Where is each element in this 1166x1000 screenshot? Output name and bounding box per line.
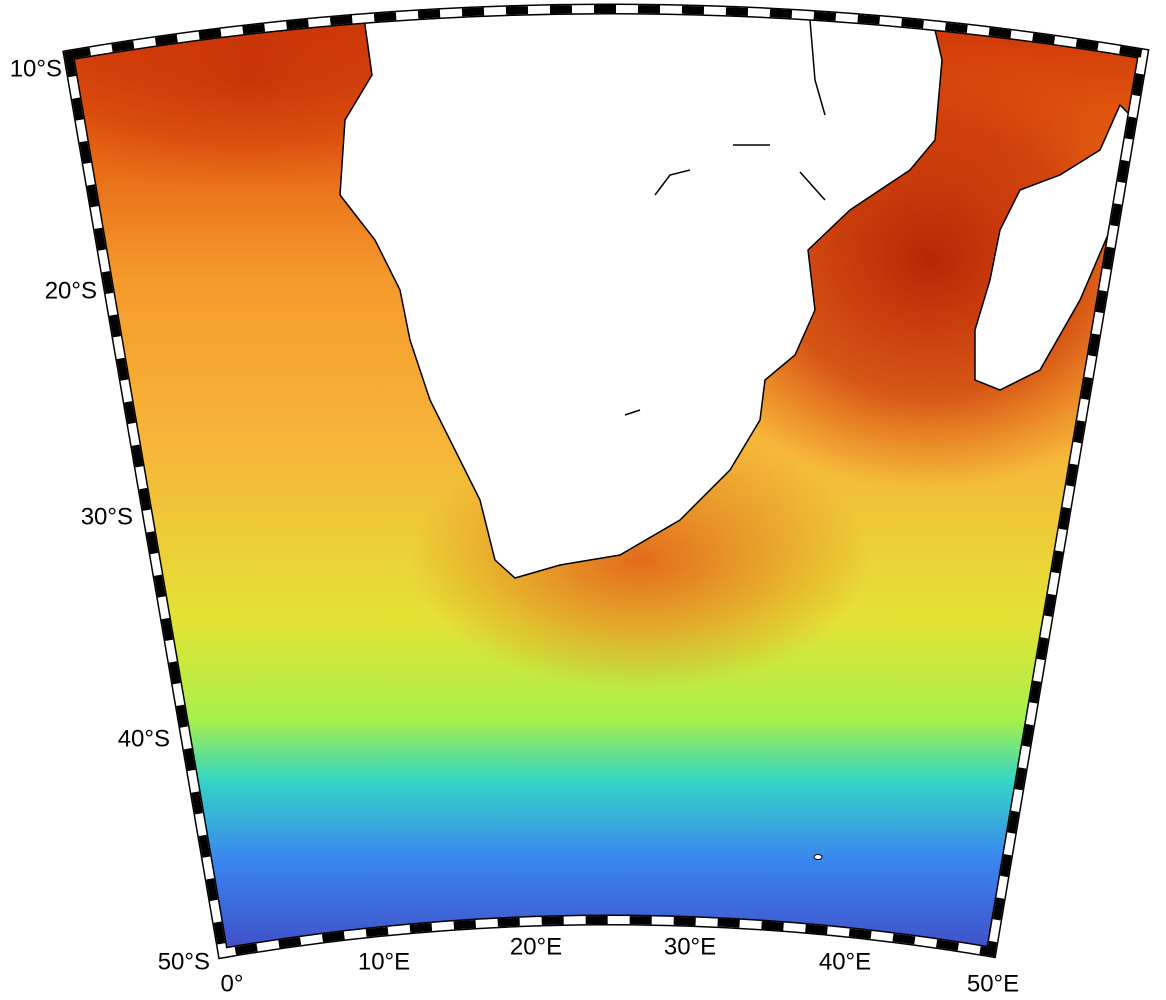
frame-checker: [63, 5, 1148, 958]
longitude-label: 0°: [221, 970, 244, 997]
latitude-label: 20°S: [45, 277, 97, 304]
latitude-label: 30°S: [81, 503, 133, 530]
longitude-label: 40°E: [819, 948, 871, 975]
island: [813, 854, 823, 860]
lake: [809, 19, 826, 116]
lake: [654, 169, 691, 196]
lake: [799, 171, 826, 201]
labels: 10°S 20°S 30°S 40°S 50°S 0° 10°E 20°E 30°E 40°E 50…: [10, 55, 1019, 997]
longitude-label: 30°E: [664, 933, 716, 960]
madagascar: [974, 103, 1136, 391]
lake: [624, 409, 641, 416]
longitude-label: 50°E: [967, 970, 1019, 997]
longitude-label: 10°E: [358, 948, 410, 975]
frame: [62, 3, 1150, 960]
lakes: [624, 19, 826, 416]
africa: [339, 8, 943, 579]
latitude-label: 50°S: [158, 948, 210, 975]
longitude-label: 20°E: [510, 933, 562, 960]
latitude-label: 10°S: [10, 55, 62, 82]
latitude-label: 40°S: [118, 725, 170, 752]
